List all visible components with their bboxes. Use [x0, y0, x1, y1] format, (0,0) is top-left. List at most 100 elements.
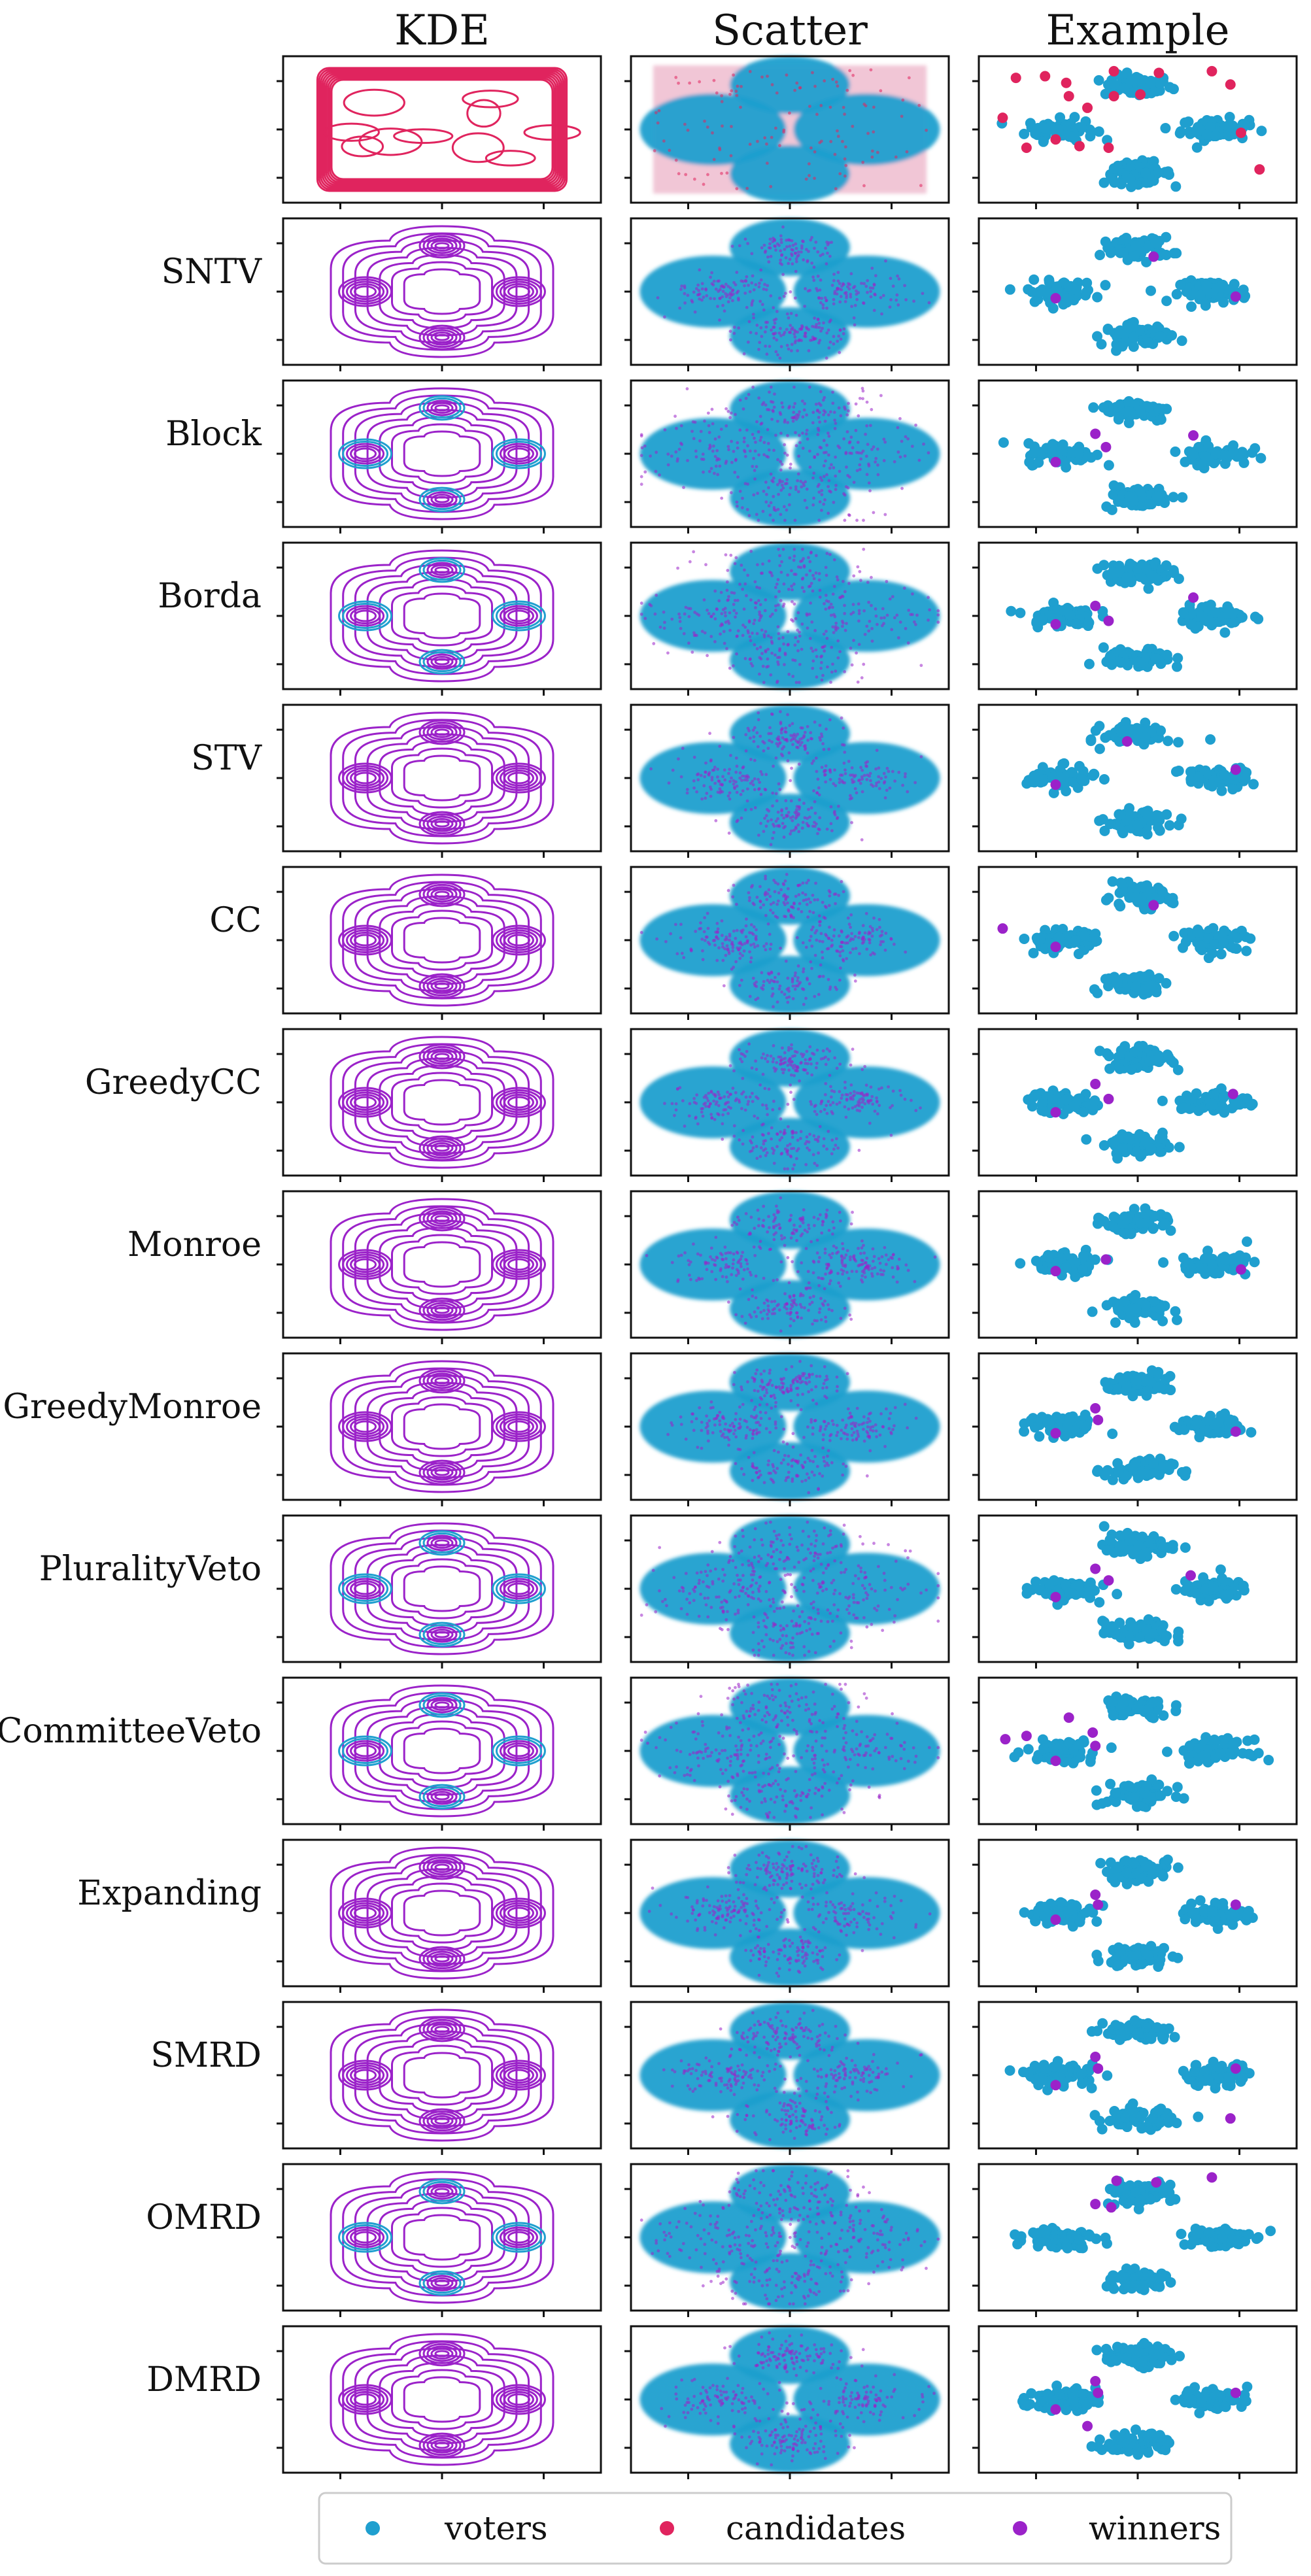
scatter-point: [837, 334, 841, 338]
scatter-point: [884, 932, 888, 935]
scatter-point: [797, 454, 801, 458]
contour-line: [499, 280, 538, 303]
scatter-point: [715, 958, 719, 962]
winner-point: [1090, 428, 1101, 439]
scatter-point: [811, 911, 815, 915]
scatter-point: [713, 454, 717, 458]
scatter-point: [843, 493, 847, 497]
scatter-point: [746, 340, 750, 344]
scatter-point: [858, 396, 862, 400]
scatter-point: [816, 1140, 820, 1144]
scatter-point: [793, 401, 797, 405]
scatter-point: [779, 249, 783, 253]
scatter-point: [879, 394, 883, 398]
scatter-point: [692, 177, 696, 181]
scatter-point: [828, 718, 832, 722]
scatter-point: [911, 613, 914, 617]
scatter-point: [808, 585, 812, 588]
scatter-point: [888, 597, 892, 601]
scatter-point: [806, 977, 809, 981]
scatter-point: [816, 318, 820, 322]
contour-line: [426, 399, 458, 416]
scatter-point: [825, 1047, 829, 1051]
scatter-point: [884, 775, 887, 779]
scatter-point: [825, 262, 828, 265]
voter-point: [1161, 649, 1172, 660]
voter-point: [1195, 940, 1206, 951]
scatter-point: [639, 613, 643, 616]
scatter-point: [738, 583, 741, 586]
scatter-point: [860, 1096, 864, 1100]
scatter-point: [767, 1132, 770, 1136]
scatter-point: [833, 768, 836, 772]
scatter-point: [728, 768, 732, 771]
scatter-point: [862, 1094, 866, 1098]
voter-point: [1203, 953, 1214, 964]
scatter-point: [839, 337, 843, 341]
scatter-point: [701, 452, 705, 456]
scatter-point: [775, 1145, 779, 1149]
scatter-point: [770, 994, 774, 998]
voter-point: [1195, 290, 1206, 301]
scatter-point: [792, 602, 796, 606]
scatter-point: [663, 428, 667, 432]
scatter-point: [774, 126, 777, 130]
scatter-point: [804, 480, 808, 484]
scatter-point: [791, 1131, 795, 1134]
scatter-point: [785, 453, 789, 457]
scatter-point: [798, 902, 802, 906]
scatter-point: [852, 1090, 856, 1094]
scatter-point: [791, 815, 795, 819]
scatter-point: [694, 455, 698, 459]
scatter-point: [822, 1137, 826, 1141]
scatter-point: [821, 974, 825, 978]
winner-point: [1100, 441, 1112, 452]
scatter-point: [791, 743, 794, 747]
scatter-point: [717, 1104, 721, 1108]
row-label: CommitteeVeto: [0, 1712, 262, 1751]
scatter-point: [767, 246, 771, 250]
scatter-point: [843, 157, 847, 161]
panel: [972, 217, 1298, 371]
scatter-point: [855, 292, 859, 296]
scatter-point: [827, 479, 831, 483]
scatter-point: [762, 490, 766, 493]
scatter-point: [803, 331, 807, 335]
scatter-point: [912, 299, 916, 303]
scatter-point: [843, 145, 847, 149]
scatter-point: [785, 73, 789, 77]
scatter-point: [831, 401, 835, 405]
scatter-point: [831, 662, 834, 666]
scatter-point: [850, 821, 853, 824]
scatter-point: [725, 171, 729, 175]
scatter-point: [682, 632, 686, 636]
voter-point: [1241, 945, 1252, 957]
scatter-point: [786, 420, 790, 424]
scatter-point: [855, 469, 859, 473]
scatter-point: [828, 466, 832, 470]
scatter-point: [704, 563, 707, 567]
scatter-point: [808, 569, 812, 573]
scatter-point: [887, 770, 891, 773]
scatter-point: [726, 284, 730, 288]
scatter-point: [732, 785, 736, 789]
scatter-point: [639, 475, 643, 479]
scatter-point: [713, 640, 717, 643]
scatter-point: [815, 938, 819, 942]
scatter-point: [737, 941, 741, 945]
scatter-point: [867, 481, 871, 485]
scatter-point: [896, 274, 900, 278]
scatter-point: [804, 744, 807, 747]
scatter-point: [832, 928, 836, 932]
scatter-point: [699, 773, 703, 777]
voter-point: [1100, 894, 1112, 906]
contour-line: [485, 150, 536, 167]
scatter-point: [732, 929, 736, 933]
scatter-point: [889, 277, 893, 280]
scatter-point: [785, 996, 789, 1000]
scatter-point: [654, 110, 658, 114]
scatter-point: [770, 818, 773, 822]
row-label: SMRD: [150, 2036, 262, 2075]
winner-point: [1188, 592, 1199, 603]
scatter-point: [775, 742, 779, 745]
